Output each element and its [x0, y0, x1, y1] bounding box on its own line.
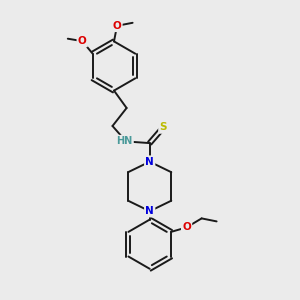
Text: N: N [145, 206, 154, 216]
Text: O: O [112, 21, 122, 31]
Text: O: O [78, 36, 87, 46]
Text: O: O [182, 222, 191, 233]
Text: HN: HN [116, 136, 133, 146]
Text: N: N [145, 157, 154, 167]
Text: S: S [160, 122, 167, 133]
